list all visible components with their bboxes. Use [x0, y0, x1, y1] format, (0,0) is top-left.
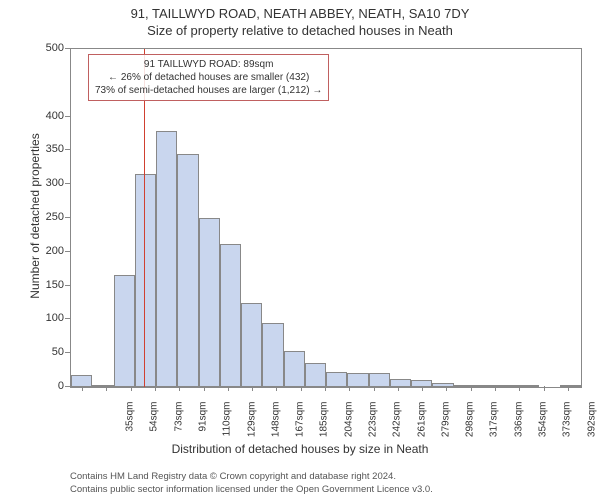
x-tick-label: 148sqm: [270, 402, 281, 452]
y-tick-label: 500: [34, 42, 64, 54]
histogram-bar: [177, 154, 198, 387]
histogram-bar: [432, 383, 453, 387]
y-tick-mark: [65, 217, 70, 218]
x-tick-label: 54sqm: [149, 402, 160, 452]
x-tick-label: 204sqm: [343, 402, 354, 452]
x-tick-label: 35sqm: [125, 402, 136, 452]
x-tick-label: 373sqm: [562, 402, 573, 452]
y-tick-label: 400: [34, 110, 64, 122]
y-tick-mark: [65, 251, 70, 252]
x-tick-mark: [495, 386, 496, 391]
x-tick-mark: [446, 386, 447, 391]
x-tick-mark: [228, 386, 229, 391]
histogram-bar: [305, 363, 326, 387]
histogram-bar: [326, 372, 347, 387]
y-tick-mark: [65, 183, 70, 184]
histogram-bar: [560, 385, 581, 387]
x-tick-label: 129sqm: [246, 402, 257, 452]
x-tick-mark: [276, 386, 277, 391]
y-tick-label: 350: [34, 143, 64, 155]
x-tick-mark: [471, 386, 472, 391]
histogram-bar: [241, 303, 262, 388]
histogram-bar: [114, 275, 135, 387]
histogram-bar: [369, 373, 390, 387]
x-tick-mark: [422, 386, 423, 391]
y-tick-mark: [65, 318, 70, 319]
histogram-bar: [199, 218, 220, 387]
x-tick-label: 336sqm: [513, 402, 524, 452]
y-tick-label: 50: [34, 346, 64, 358]
x-tick-label: 279sqm: [440, 402, 451, 452]
x-tick-mark: [252, 386, 253, 391]
annotation-box: 91 TAILLWYD ROAD: 89sqm← 26% of detached…: [88, 54, 329, 101]
y-tick-label: 150: [34, 279, 64, 291]
x-tick-mark: [519, 386, 520, 391]
x-tick-mark: [349, 386, 350, 391]
x-tick-label: 91sqm: [198, 402, 209, 452]
y-tick-mark: [65, 352, 70, 353]
x-tick-mark: [325, 386, 326, 391]
x-tick-mark: [82, 386, 83, 391]
x-tick-mark: [179, 386, 180, 391]
histogram-bar: [284, 351, 305, 387]
x-tick-label: 242sqm: [392, 402, 403, 452]
x-tick-label: 298sqm: [465, 402, 476, 452]
x-tick-label: 392sqm: [586, 402, 597, 452]
histogram-bar: [92, 385, 113, 387]
x-tick-mark: [106, 386, 107, 391]
x-tick-label: 167sqm: [295, 402, 306, 452]
x-tick-mark: [374, 386, 375, 391]
annotation-line1: 91 TAILLWYD ROAD: 89sqm: [95, 58, 322, 71]
x-tick-label: 261sqm: [416, 402, 427, 452]
histogram-bar: [475, 385, 496, 387]
x-tick-mark: [204, 386, 205, 391]
histogram-bar: [156, 131, 177, 387]
y-tick-label: 250: [34, 211, 64, 223]
annotation-line2: ← 26% of detached houses are smaller (43…: [95, 71, 322, 84]
footer-attribution: Contains HM Land Registry data © Crown c…: [70, 471, 433, 496]
x-tick-label: 354sqm: [538, 402, 549, 452]
histogram-bar: [390, 379, 411, 387]
footer-line1: Contains HM Land Registry data © Crown c…: [70, 471, 433, 483]
y-tick-label: 100: [34, 312, 64, 324]
x-tick-mark: [131, 386, 132, 391]
chart-subtitle: Size of property relative to detached ho…: [0, 21, 600, 38]
histogram-bar: [517, 385, 538, 387]
histogram-bar: [496, 385, 517, 387]
annotation-line3: 73% of semi-detached houses are larger (…: [95, 84, 322, 97]
histogram-bar: [220, 244, 241, 387]
y-tick-label: 300: [34, 177, 64, 189]
x-tick-mark: [568, 386, 569, 391]
x-tick-mark: [301, 386, 302, 391]
footer-line2: Contains public sector information licen…: [70, 484, 433, 496]
y-tick-label: 0: [34, 380, 64, 392]
chart-title-address: 91, TAILLWYD ROAD, NEATH ABBEY, NEATH, S…: [0, 0, 600, 21]
x-tick-mark: [544, 386, 545, 391]
histogram-bar: [262, 323, 283, 387]
y-tick-label: 200: [34, 245, 64, 257]
y-tick-mark: [65, 149, 70, 150]
histogram-bar: [135, 174, 156, 387]
x-tick-label: 110sqm: [222, 402, 233, 452]
y-tick-mark: [65, 386, 70, 387]
y-tick-mark: [65, 116, 70, 117]
x-tick-label: 317sqm: [489, 402, 500, 452]
x-tick-label: 223sqm: [368, 402, 379, 452]
x-tick-label: 73sqm: [173, 402, 184, 452]
histogram-bar: [347, 373, 368, 387]
x-tick-mark: [155, 386, 156, 391]
y-tick-mark: [65, 48, 70, 49]
y-tick-mark: [65, 285, 70, 286]
x-tick-label: 185sqm: [319, 402, 330, 452]
x-tick-mark: [398, 386, 399, 391]
